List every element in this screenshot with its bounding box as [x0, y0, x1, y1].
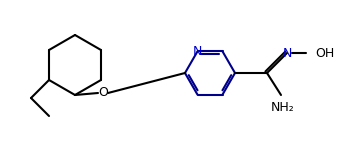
Text: N: N: [193, 45, 202, 58]
Text: OH: OH: [315, 47, 334, 60]
Text: NH₂: NH₂: [271, 101, 295, 114]
Text: O: O: [98, 86, 108, 99]
Text: N: N: [282, 47, 292, 60]
